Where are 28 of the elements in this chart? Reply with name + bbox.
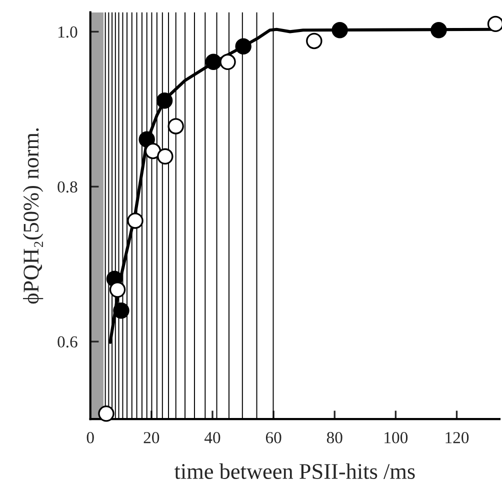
x-tick-label: 40 <box>204 432 220 444</box>
x-tick-label: 60 <box>266 432 282 444</box>
x-axis-title: time between PSII-hits /ms <box>174 463 415 479</box>
y-tick-label: 1.0 <box>58 26 78 38</box>
point <box>220 54 236 70</box>
point <box>235 38 252 55</box>
point <box>156 92 173 109</box>
y-tick-label: 0.8 <box>58 181 78 193</box>
point <box>487 16 502 32</box>
point <box>98 406 114 422</box>
x-tick-label: 100 <box>384 432 408 444</box>
point <box>168 118 184 134</box>
point <box>138 131 155 148</box>
point <box>332 22 348 38</box>
y-tick-label: 0.6 <box>58 336 78 348</box>
x-tick-label: 0 <box>86 432 94 444</box>
point <box>306 32 322 50</box>
y-axis-title: ϕPQH₂(50%) norm. <box>22 128 44 304</box>
x-tick-label: 120 <box>446 432 469 444</box>
point <box>144 142 162 160</box>
point <box>205 54 222 70</box>
point <box>157 148 174 165</box>
x-tick-label: 80 <box>326 432 342 444</box>
point <box>113 302 130 319</box>
point <box>109 282 126 298</box>
point <box>127 212 144 229</box>
point <box>430 22 447 38</box>
x-tick-label: 20 <box>144 432 160 444</box>
